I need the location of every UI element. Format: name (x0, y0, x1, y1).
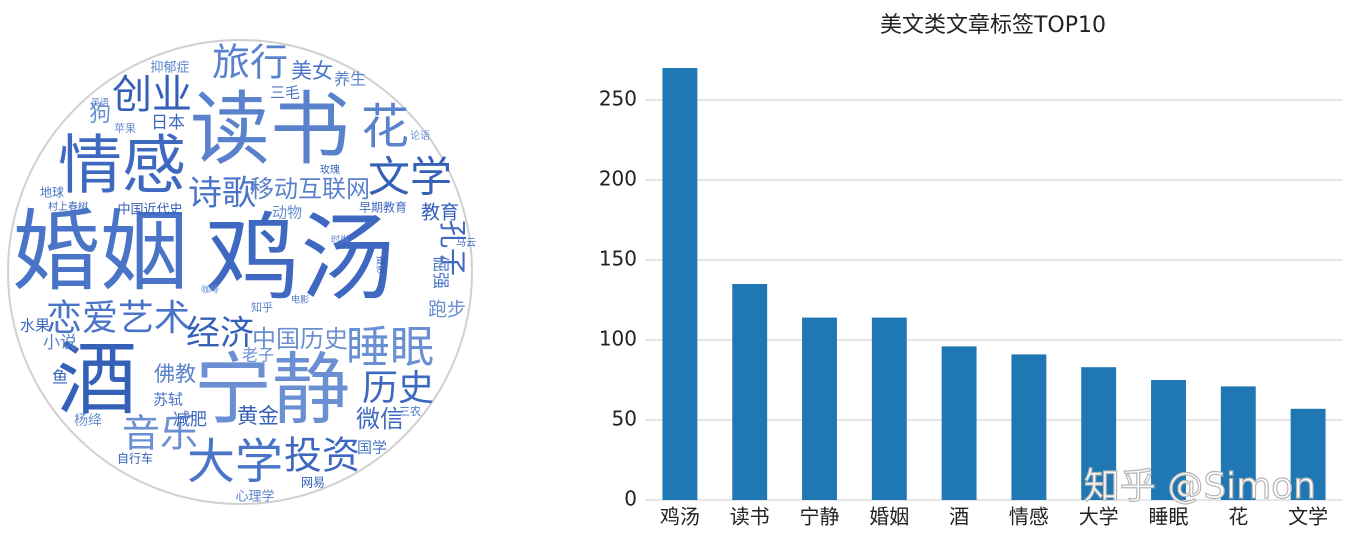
cloud-word: 佛教 (154, 362, 196, 386)
cloud-word: 时尚 (331, 234, 349, 246)
y-tick-label: 0 (624, 487, 637, 511)
cloud-word: 婚姻 (12, 200, 188, 303)
x-tick-label: 花 (1228, 505, 1248, 529)
bar (941, 346, 977, 500)
y-tick-label: 200 (599, 167, 637, 191)
y-tick-label: 100 (599, 327, 637, 351)
cloud-word: 移动互联网 (250, 175, 370, 203)
cloud-word: 村上春树 (48, 200, 88, 213)
bar (802, 317, 837, 500)
y-tick-label: 50 (612, 407, 637, 431)
cloud-word: 苹果 (114, 121, 136, 135)
cloud-word: 教育 (421, 202, 459, 224)
bar (1151, 380, 1186, 500)
cloud-word: 英语 (91, 97, 109, 109)
x-tick-label: 鸡汤 (660, 505, 700, 529)
cloud-word: 鱼 (52, 368, 68, 387)
cloud-word: 诗歌 (188, 174, 256, 214)
cloud-word: 黄金 (237, 404, 279, 428)
x-tick-label: 情感 (1009, 505, 1049, 529)
cloud-word: 美女 (291, 59, 333, 83)
cloud-word: 老子 (242, 346, 274, 365)
cloud-word: 自行车 (117, 451, 153, 466)
cloud-word: 酒 (57, 333, 137, 426)
cloud-word: 投资 (284, 434, 360, 478)
cloud-word: 早期教育 (359, 200, 407, 215)
cloud-word: 大学 (187, 434, 283, 490)
cloud-word: 国学 (357, 439, 387, 457)
cloud-word: 创业 (112, 72, 192, 118)
cloud-word: 经济 (186, 314, 254, 354)
x-tick-label: 宁静 (800, 505, 840, 529)
cloud-word: 狗 (89, 102, 111, 127)
y-tick-label: 150 (599, 247, 637, 271)
cloud-word: 跑步 (428, 299, 466, 321)
cloud-word: 减肥 (173, 410, 207, 430)
cloud-word: 旅行 (212, 41, 288, 85)
x-tick-label: 酒 (949, 505, 969, 529)
bar (1081, 367, 1117, 500)
cloud-word: 鸡汤 (205, 204, 395, 314)
cloud-word: 中国近代史 (117, 203, 182, 218)
cloud-word: 文学 (368, 153, 452, 202)
cloud-word: 小说 (43, 333, 77, 353)
watermark: 知乎 @Simon (1084, 466, 1316, 507)
cloud-word: 养生 (334, 70, 366, 89)
cloud-word: 论语 (410, 129, 430, 142)
x-tick-label: 大学 (1079, 505, 1119, 529)
x-tick-label: 文学 (1288, 505, 1328, 529)
x-tick-label: 婚姻 (869, 505, 909, 529)
cloud-word: 微信 (356, 405, 404, 433)
cloud-word: 音乐 (122, 412, 198, 456)
cloud-border (7, 39, 473, 505)
cloud-word: 玫瑰 (320, 163, 340, 176)
cloud-word: 苏轼 (153, 391, 183, 409)
cloud-word: 动物 (272, 204, 302, 222)
cloud-word: 水果 (20, 317, 50, 335)
cloud-word: 倔强 (430, 255, 450, 289)
cloud-word: 摄影 (375, 256, 387, 274)
cloud-word: 三毛 (270, 84, 300, 102)
cloud-word: 中国历史 (252, 325, 348, 353)
bar (1290, 408, 1326, 500)
bar (732, 284, 768, 500)
chart-title: 美文类文章标签TOP10 (880, 13, 1106, 38)
cloud-word: 地球 (40, 186, 64, 200)
bar (1011, 354, 1047, 500)
cloud-word: 杨绛 (74, 413, 102, 429)
x-tick-label: 读书 (730, 505, 770, 529)
bar-chart: 美文类文章标签TOP10 0 50 100 150 200 250 鸡汤 读书 宁静 婚姻 酒 情感 大… (599, 13, 1343, 529)
cloud-word: 读书 (190, 83, 350, 176)
cloud-word: 睡眠 (346, 322, 434, 373)
bar (662, 68, 698, 500)
cloud-word: 知乎 (251, 300, 273, 314)
cloud-word: 咖啡 (201, 284, 219, 296)
cloud-word: 三农 (399, 404, 421, 418)
bar (1220, 386, 1256, 500)
x-tick-label: 睡眠 (1149, 505, 1189, 529)
cloud-word: 孔子 (436, 220, 469, 276)
cloud-word: 电影 (291, 294, 309, 306)
word-cloud: 鸡汤婚姻读书酒 宁静 情感大学 花文学睡眠历史 恋爱艺术 旅行创业音乐投资 诗歌移动互联网经… (12, 41, 476, 505)
cloud-word: 宁静 (194, 345, 350, 435)
y-tick-label: 250 (599, 87, 637, 111)
cloud-word: 网易 (301, 476, 325, 490)
cloud-word: 历史 (362, 368, 434, 409)
bar (871, 317, 907, 500)
cloud-word: 心理学 (235, 489, 274, 505)
cloud-word: 马云 (456, 237, 476, 249)
cloud-word: 日本 (151, 113, 185, 133)
cloud-word: 花 (361, 99, 409, 155)
cloud-word: 恋爱艺术 (46, 298, 190, 339)
cloud-word: 抑郁症 (150, 61, 189, 76)
cloud-word: 情感 (58, 130, 186, 204)
